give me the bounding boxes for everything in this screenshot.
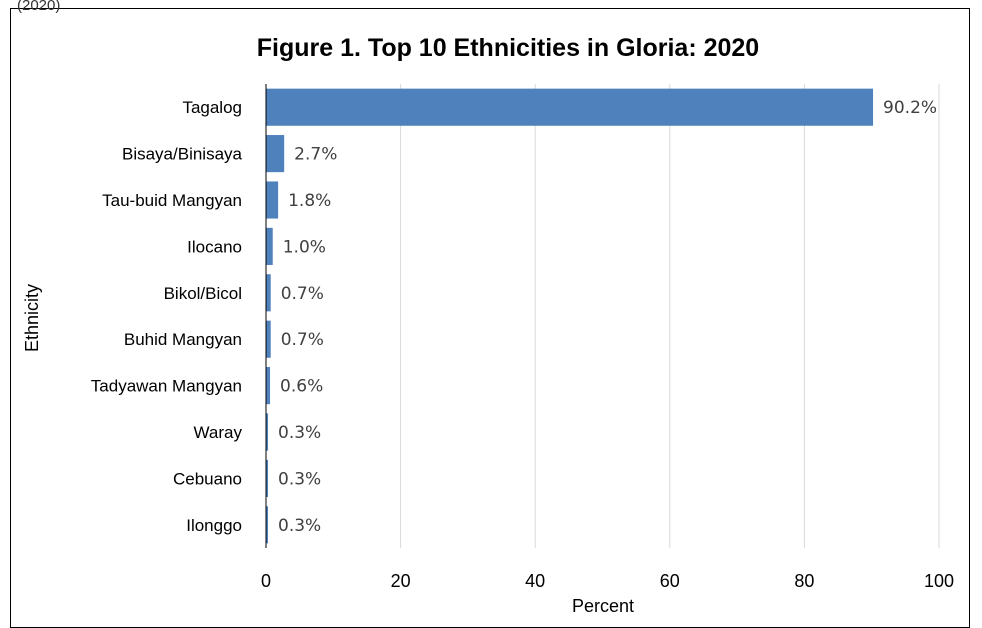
bar-chart: Figure 1. Top 10 Ethnicities in Gloria: … — [22, 34, 954, 615]
bar — [266, 413, 269, 451]
x-tick-labels: 0 20 40 60 80 100 — [261, 571, 954, 591]
bar — [266, 181, 279, 219]
data-label: 1.0% — [283, 237, 326, 257]
category-label: Tagalog — [182, 98, 242, 117]
bar — [266, 320, 271, 358]
category-labels: Tagalog Bisaya/Binisaya Tau-buid Mangyan Il… — [91, 98, 243, 535]
bar — [266, 367, 271, 405]
category-label: Bikol/Bicol — [164, 284, 242, 303]
data-label: 0.6% — [280, 377, 323, 397]
chart-title: Figure 1. Top 10 Ethnicities in Gloria: … — [257, 34, 759, 62]
data-label: 2.7% — [294, 145, 337, 165]
bar — [266, 227, 273, 265]
bar — [266, 88, 874, 126]
data-label: 1.8% — [288, 191, 331, 211]
top-caption: (2020) — [17, 0, 61, 14]
category-label: Tau-buid Mangyan — [102, 191, 242, 210]
category-label: Bisaya/Binisaya — [122, 145, 243, 164]
category-label: Ilonggo — [186, 516, 242, 535]
data-label: 0.3% — [278, 516, 321, 536]
category-label: Waray — [194, 423, 243, 442]
bars — [266, 88, 874, 544]
bar — [266, 459, 269, 497]
x-tick-label: 40 — [525, 571, 545, 591]
data-label: 0.7% — [281, 284, 324, 304]
bar — [266, 135, 285, 173]
category-label: Ilocano — [187, 237, 242, 256]
data-label: 0.3% — [278, 423, 321, 443]
data-label: 90.2% — [883, 98, 937, 118]
bar — [266, 274, 271, 312]
x-tick-label: 0 — [261, 571, 271, 591]
x-tick-label: 20 — [391, 571, 411, 591]
y-axis-label: Ethnicity — [22, 284, 42, 352]
x-tick-label: 80 — [794, 571, 814, 591]
grid-lines — [400, 84, 940, 548]
x-tick-label: 60 — [660, 571, 680, 591]
data-label: 0.7% — [281, 330, 324, 350]
data-labels: 90.2% 2.7% 1.8% 1.0% 0.7% 0.7% 0.6% 0.3% 0.3% 0.3… — [278, 98, 937, 536]
category-label: Cebuano — [173, 469, 242, 488]
category-label: Buhid Mangyan — [124, 330, 242, 349]
x-axis-label: Percent — [572, 596, 634, 615]
x-tick-label: 100 — [924, 571, 954, 591]
category-label: Tadyawan Mangyan — [91, 377, 242, 396]
bar — [266, 506, 269, 544]
data-label: 0.3% — [278, 469, 321, 489]
